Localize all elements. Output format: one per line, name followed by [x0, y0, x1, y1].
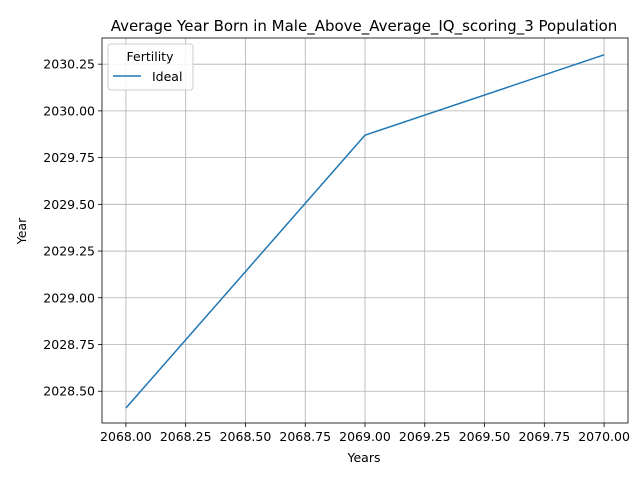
y-tick-label: 2029.75: [43, 150, 95, 165]
x-tick-label: 2069.75: [518, 429, 570, 444]
x-tick-label: 2068.50: [220, 429, 272, 444]
series-layer: [125, 54, 605, 409]
y-tick-label: 2030.25: [43, 57, 95, 72]
y-tick-label: 2029.25: [43, 244, 95, 259]
y-tick-label: 2028.75: [43, 337, 95, 352]
x-tick-label: 2070.00: [578, 429, 630, 444]
x-tick-label: 2069.00: [339, 429, 391, 444]
chart-title: Average Year Born in Male_Above_Average_…: [111, 17, 618, 36]
y-tick-label: 2028.50: [43, 384, 95, 399]
y-axis-label: Year: [14, 217, 29, 245]
x-tick-label: 2068.75: [279, 429, 331, 444]
x-tick-label: 2068.25: [160, 429, 212, 444]
x-tick-label: 2068.00: [100, 429, 152, 444]
legend: Fertility Ideal: [107, 43, 194, 91]
x-tick-label: 2069.25: [399, 429, 451, 444]
legend-label-ideal: Ideal: [152, 69, 182, 84]
y-tick-label: 2029.00: [43, 290, 95, 305]
x-tick-label: 2069.50: [459, 429, 511, 444]
x-axis-ticks: 2068.00 2068.25 2068.50 2068.75 2069.00 2069.…: [100, 423, 630, 444]
legend-box: [107, 43, 194, 91]
x-axis-label: Years: [347, 450, 381, 465]
y-axis-ticks: 2028.50 2028.75 2029.00 2029.25 2029.50 2029.…: [43, 57, 102, 399]
grid-lines: [102, 38, 628, 423]
y-tick-label: 2030.00: [43, 103, 95, 118]
series-line-ideal: [125, 54, 605, 409]
y-tick-label: 2029.50: [43, 197, 95, 212]
legend-title: Fertility: [127, 49, 175, 64]
